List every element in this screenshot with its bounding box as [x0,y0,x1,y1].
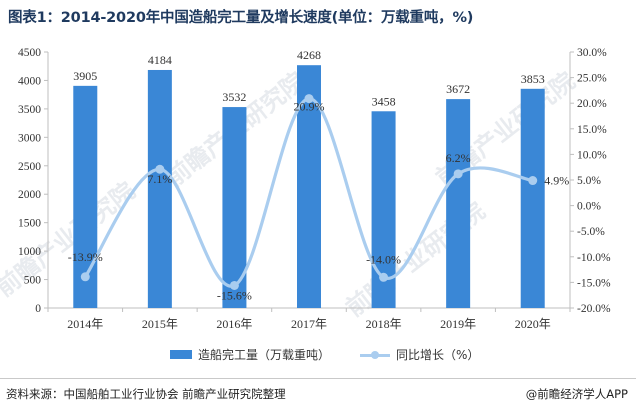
source-note: 资料来源：中国船舶工业行业协会 前瞻产业研究院整理 [6,387,286,401]
x-tick-label: 2020年 [515,317,551,331]
line-point [155,164,165,174]
bar-value-label: 4184 [148,53,172,67]
line-value-label: 20.9% [294,100,325,114]
x-tick-label: 2019年 [440,317,476,331]
left-tick-label: 2000 [18,189,41,201]
line-value-label: -15.6% [217,288,252,302]
left-tick-label: 1000 [18,246,41,258]
bar [73,85,98,308]
legend: 造船完工量（万载重吨） 同比增长（%） [0,346,636,366]
right-tick-label: -10.0% [577,252,611,264]
right-tick-label: 25.0% [577,73,607,85]
legend-line-swatch [360,349,390,361]
legend-bar-swatch [170,350,192,359]
right-tick-label: 20.0% [577,98,607,110]
bar-value-label: 4268 [297,48,321,62]
line-point [304,94,314,104]
bar-value-label: 3853 [521,72,545,86]
left-tick-label: 4000 [18,75,41,87]
bar-value-label: 3458 [372,94,396,108]
bar [147,69,172,308]
line-value-label: 4.9% [544,174,569,188]
line-point [528,176,538,186]
left-tick-label: 3000 [18,132,41,144]
x-tick-label: 2015年 [142,317,178,331]
line-value-label: -14.0% [366,252,401,266]
line-point [379,272,389,282]
left-tick-label: 3500 [18,104,41,116]
legend-item-line: 同比增长（%） [360,346,479,363]
legend-label-line: 同比增长（%） [396,348,480,362]
bar [520,88,545,308]
x-tick-label: 2017年 [291,317,327,331]
bar-value-label: 3905 [73,69,97,83]
left-tick-label: 2500 [18,161,41,173]
bar-value-label: 3532 [222,90,246,104]
left-tick-label: 1500 [18,218,41,230]
right-tick-label: 15.0% [577,124,607,136]
line-point [453,169,463,179]
left-tick-label: 0 [35,303,41,315]
left-tick-label: 500 [24,275,42,287]
x-tick-label: 2014年 [67,317,103,331]
right-tick-label: 30.0% [577,47,607,59]
right-tick-label: 10.0% [577,149,607,161]
right-tick-label: -15.0% [577,277,611,289]
line-value-label: 7.1% [147,172,172,186]
right-tick-label: 0.0% [577,201,601,213]
brand-credit: @前瞻经济学人APP [525,387,628,401]
left-tick-label: 4500 [18,47,41,59]
line-value-label: -13.9% [68,250,103,264]
right-tick-label: 5.0% [577,175,601,187]
footer-divider [0,378,636,379]
bar [446,99,471,308]
x-tick-label: 2016年 [216,317,252,331]
legend-item-bar: 造船完工量（万载重吨） [170,346,330,363]
right-tick-label: -20.0% [577,303,611,315]
x-tick-label: 2018年 [366,317,402,331]
chart-title: 图表1：2014-2020年中国造船完工量及增长速度(单位：万载重吨，%) [8,10,474,26]
right-tick-label: -5.0% [577,226,605,238]
bar-value-label: 3672 [446,82,470,96]
line-point [80,272,90,282]
legend-label-bar: 造船完工量（万载重吨） [198,348,331,362]
line-value-label: 6.2% [446,151,471,165]
line-point [229,280,239,290]
